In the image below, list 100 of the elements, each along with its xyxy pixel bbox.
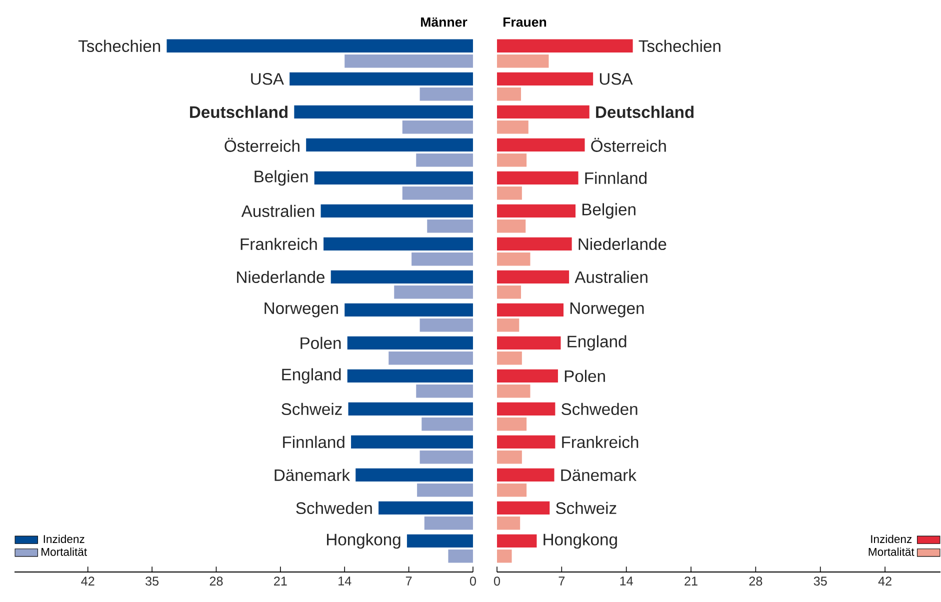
y-tick-label: Schweden [562,402,638,416]
bar [496,39,633,53]
bar [314,171,473,185]
x-tick-label: 14 [338,576,352,586]
x-tick-label: 35 [814,576,827,586]
bar [412,252,473,266]
bar [330,270,473,284]
y-tick-label: USA [251,73,284,85]
y-tick-label: Dänemark [274,468,350,482]
y-tick-label: Schweiz [556,502,616,514]
y-tick-label: Schweiz [282,402,342,416]
y-tick-label: Finnland [585,172,646,184]
x-tick-label: 21 [274,576,287,586]
bar [496,516,520,530]
y-tick-label: Frankreich [240,238,317,250]
bar [496,369,558,383]
bar [496,336,561,350]
bar [496,204,576,218]
bar [324,237,473,251]
y-tick-label: Finnland [283,436,344,448]
y-tick-label: Tschechien [78,40,160,52]
y-tick-label: Schweden [296,502,372,514]
y-tick-label: Polen [564,370,605,382]
y-tick-label: Dänemark [561,468,636,482]
bar [402,186,473,200]
bar [320,204,473,218]
chart-title: Frauen [503,18,546,27]
bar [496,270,570,284]
x-tick-label: 0 [494,576,500,586]
y-tick-label: Norwegen [264,302,338,318]
bar [496,88,522,101]
bar [496,72,594,86]
x-tick-label: 7 [406,576,412,586]
bar [427,220,473,233]
bar [496,318,520,332]
bar [496,352,522,365]
bar [496,186,522,200]
bar [496,484,527,497]
bar [420,450,473,464]
bar [348,402,473,416]
x-tick-label: 42 [878,576,892,586]
y-tick-label: England [282,368,341,384]
y-tick-label: Niederlande [237,270,324,284]
bar [496,534,537,548]
bar [496,435,556,449]
bar [294,105,473,119]
bar [378,501,473,515]
bar [448,550,473,563]
bar [417,484,473,497]
bar [356,468,473,482]
y-tick-label: Tschechien [638,40,720,52]
bar [496,418,527,431]
bar [496,220,526,233]
bar [496,138,585,152]
bar [388,352,473,365]
legend-label: Inzidenz [871,534,912,544]
x-tick-label: 0 [470,576,476,586]
bar [290,72,473,86]
y-tick-label: Deutschland [596,106,694,118]
y-tick-label: Polen [300,336,341,350]
bar [420,318,473,332]
x-tick-label: 14 [620,576,633,586]
y-tick-label: Hongkong [544,533,617,549]
legend-label: Mortalität [868,548,914,556]
bar [394,286,473,299]
bar [351,435,473,449]
bar [416,384,473,398]
y-tick-label: Australien [574,270,648,284]
bar [496,550,512,563]
chart-title: Männer [421,17,468,27]
bar [496,154,527,167]
bar [306,138,473,152]
bar [496,384,530,398]
y-tick-label: Deutschland [190,106,288,118]
bar [416,154,473,167]
y-tick-label: Österreich [224,138,300,152]
y-tick-label: USA [600,73,633,85]
bar [422,418,473,431]
bar [496,303,564,317]
x-tick-label: 42 [81,576,94,586]
bar [496,237,572,251]
bar [347,369,473,383]
bar [496,450,522,464]
y-tick-label: Belgien [254,170,308,186]
bar [496,252,530,266]
bar [496,105,590,119]
bar [344,54,473,68]
y-tick-label: Niederlande [578,238,666,250]
bar [406,534,473,548]
bar [402,120,473,134]
bar [166,39,473,53]
bar [420,88,473,101]
bar [496,54,549,68]
x-tick-label: 35 [146,576,159,586]
bar [496,402,556,416]
bar [496,120,528,134]
x-tick-label: 28 [210,576,223,586]
y-tick-label: Norwegen [570,302,644,318]
y-tick-label: Australien [241,204,314,218]
bar [347,336,473,350]
